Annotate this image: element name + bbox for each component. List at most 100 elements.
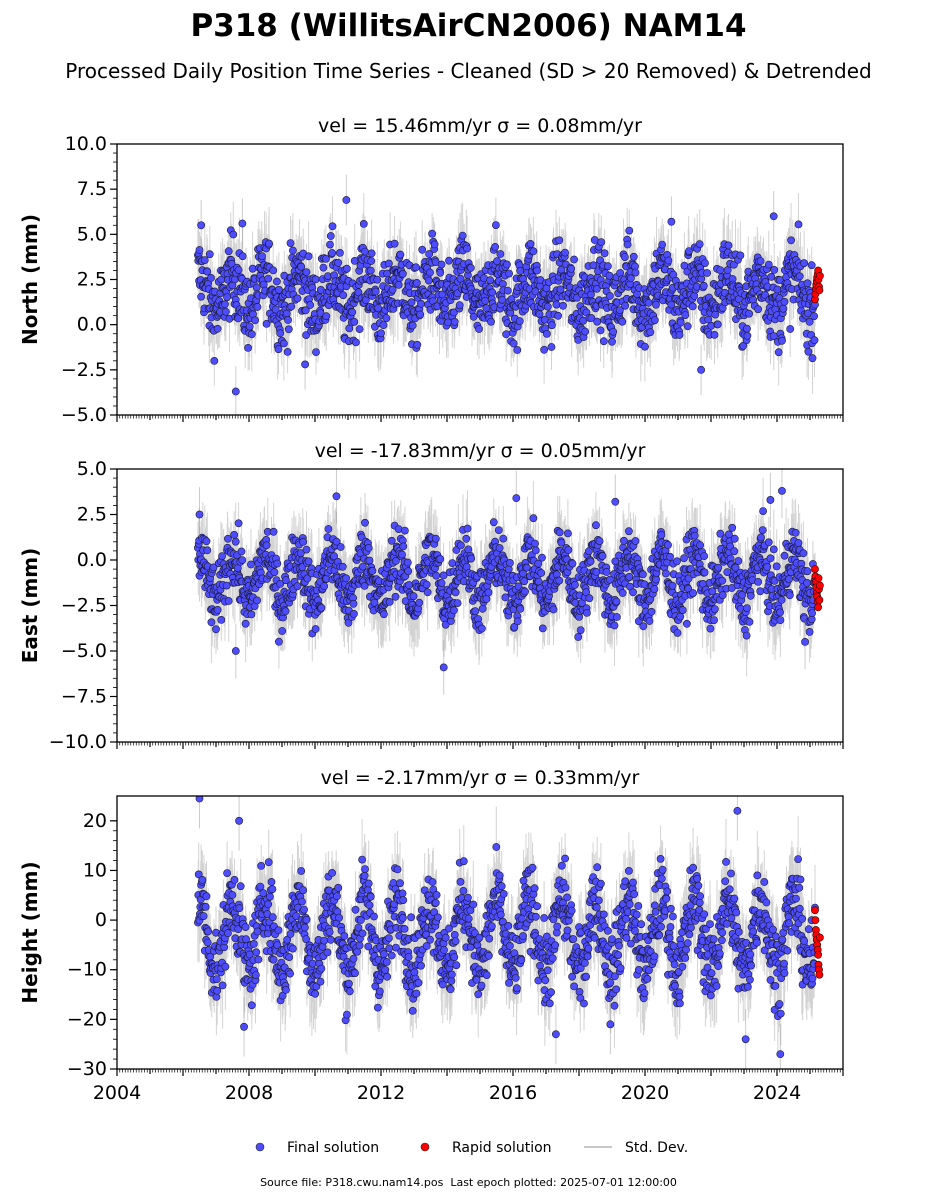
final-point xyxy=(647,607,656,616)
final-point xyxy=(640,989,649,997)
final-point xyxy=(471,607,480,616)
final-solution-points-north xyxy=(193,174,819,415)
final-point xyxy=(574,633,583,641)
ytick-label: 5.0 xyxy=(77,458,107,480)
final-point xyxy=(746,591,755,600)
rapid-point xyxy=(814,603,822,612)
final-point xyxy=(583,609,591,617)
final-point xyxy=(526,239,535,248)
final-point xyxy=(486,276,494,285)
final-point xyxy=(657,922,665,931)
plot-area-height xyxy=(193,796,824,1069)
panel-height: vel = -2.17mm/yr σ = 0.33mm/yr Height (mm… xyxy=(18,767,844,1104)
final-point xyxy=(424,276,433,285)
final-point xyxy=(361,247,369,256)
final-point xyxy=(521,587,529,596)
final-point xyxy=(484,951,493,960)
final-point-outlier xyxy=(301,360,309,369)
final-point xyxy=(293,294,302,303)
final-point xyxy=(437,260,446,269)
final-point xyxy=(342,574,350,583)
final-point xyxy=(312,348,320,356)
final-point xyxy=(330,552,338,561)
final-point xyxy=(756,587,765,596)
final-point xyxy=(351,905,360,914)
ylabel-north: North (mm) xyxy=(18,214,42,345)
final-point xyxy=(582,972,590,981)
ytick-label: 2.5 xyxy=(77,504,107,526)
final-point xyxy=(504,565,513,574)
final-point xyxy=(804,347,813,356)
final-point xyxy=(776,616,785,624)
final-point xyxy=(422,580,431,589)
final-point xyxy=(706,991,715,1000)
final-point xyxy=(288,246,297,255)
final-point xyxy=(270,568,279,577)
final-point xyxy=(553,922,562,931)
final-point xyxy=(803,279,812,288)
final-point xyxy=(371,287,380,296)
final-point xyxy=(499,534,508,543)
ytick-label: 0.0 xyxy=(77,549,107,571)
final-point xyxy=(787,236,795,245)
final-point xyxy=(658,240,667,249)
final-point xyxy=(548,954,557,963)
final-point xyxy=(366,266,375,275)
final-point xyxy=(384,259,393,268)
final-point xyxy=(202,892,211,901)
final-point xyxy=(690,531,699,540)
final-point xyxy=(514,582,523,591)
final-point xyxy=(304,252,313,261)
final-point xyxy=(608,337,616,346)
final-point xyxy=(441,933,450,942)
final-point xyxy=(537,569,546,577)
final-point xyxy=(676,999,684,1008)
final-point xyxy=(319,263,328,272)
final-point xyxy=(743,331,752,340)
final-point xyxy=(418,245,427,254)
final-point xyxy=(538,624,547,633)
final-point xyxy=(678,606,687,614)
final-point xyxy=(224,247,233,256)
final-point xyxy=(366,892,375,901)
final-point xyxy=(570,982,578,991)
final-point xyxy=(631,537,640,545)
final-point xyxy=(564,529,572,538)
final-point xyxy=(377,329,385,338)
final-point xyxy=(241,923,250,931)
final-point xyxy=(778,336,786,345)
final-point xyxy=(580,999,588,1008)
ytick-label: 5.0 xyxy=(77,223,107,245)
final-point xyxy=(248,264,257,273)
final-point xyxy=(502,330,511,339)
final-point xyxy=(557,861,566,870)
final-point xyxy=(673,629,682,637)
ylabel-height: Height (mm) xyxy=(18,861,42,1003)
final-point xyxy=(394,280,403,289)
final-point xyxy=(559,301,567,310)
final-point xyxy=(390,239,399,248)
final-point xyxy=(349,610,358,618)
final-point xyxy=(561,248,569,257)
final-point xyxy=(581,327,590,336)
final-point xyxy=(706,920,714,928)
final-point xyxy=(637,920,646,929)
final-point xyxy=(245,322,254,331)
final-point xyxy=(555,236,564,245)
final-point xyxy=(625,867,633,875)
final-point xyxy=(326,935,335,944)
final-point xyxy=(599,337,608,346)
final-point xyxy=(791,528,800,537)
final-point xyxy=(556,285,565,294)
final-point xyxy=(549,605,558,614)
final-point xyxy=(597,879,605,888)
final-point xyxy=(360,582,369,590)
ytick-label: −7.5 xyxy=(61,686,107,708)
final-point xyxy=(602,568,611,576)
final-point xyxy=(224,597,233,605)
final-point xyxy=(287,302,296,311)
final-point xyxy=(269,527,278,536)
final-point xyxy=(505,269,513,278)
panel-north: vel = 15.46mm/yr σ = 0.08mm/yr North (mm)… xyxy=(18,115,844,426)
final-point xyxy=(669,912,677,921)
